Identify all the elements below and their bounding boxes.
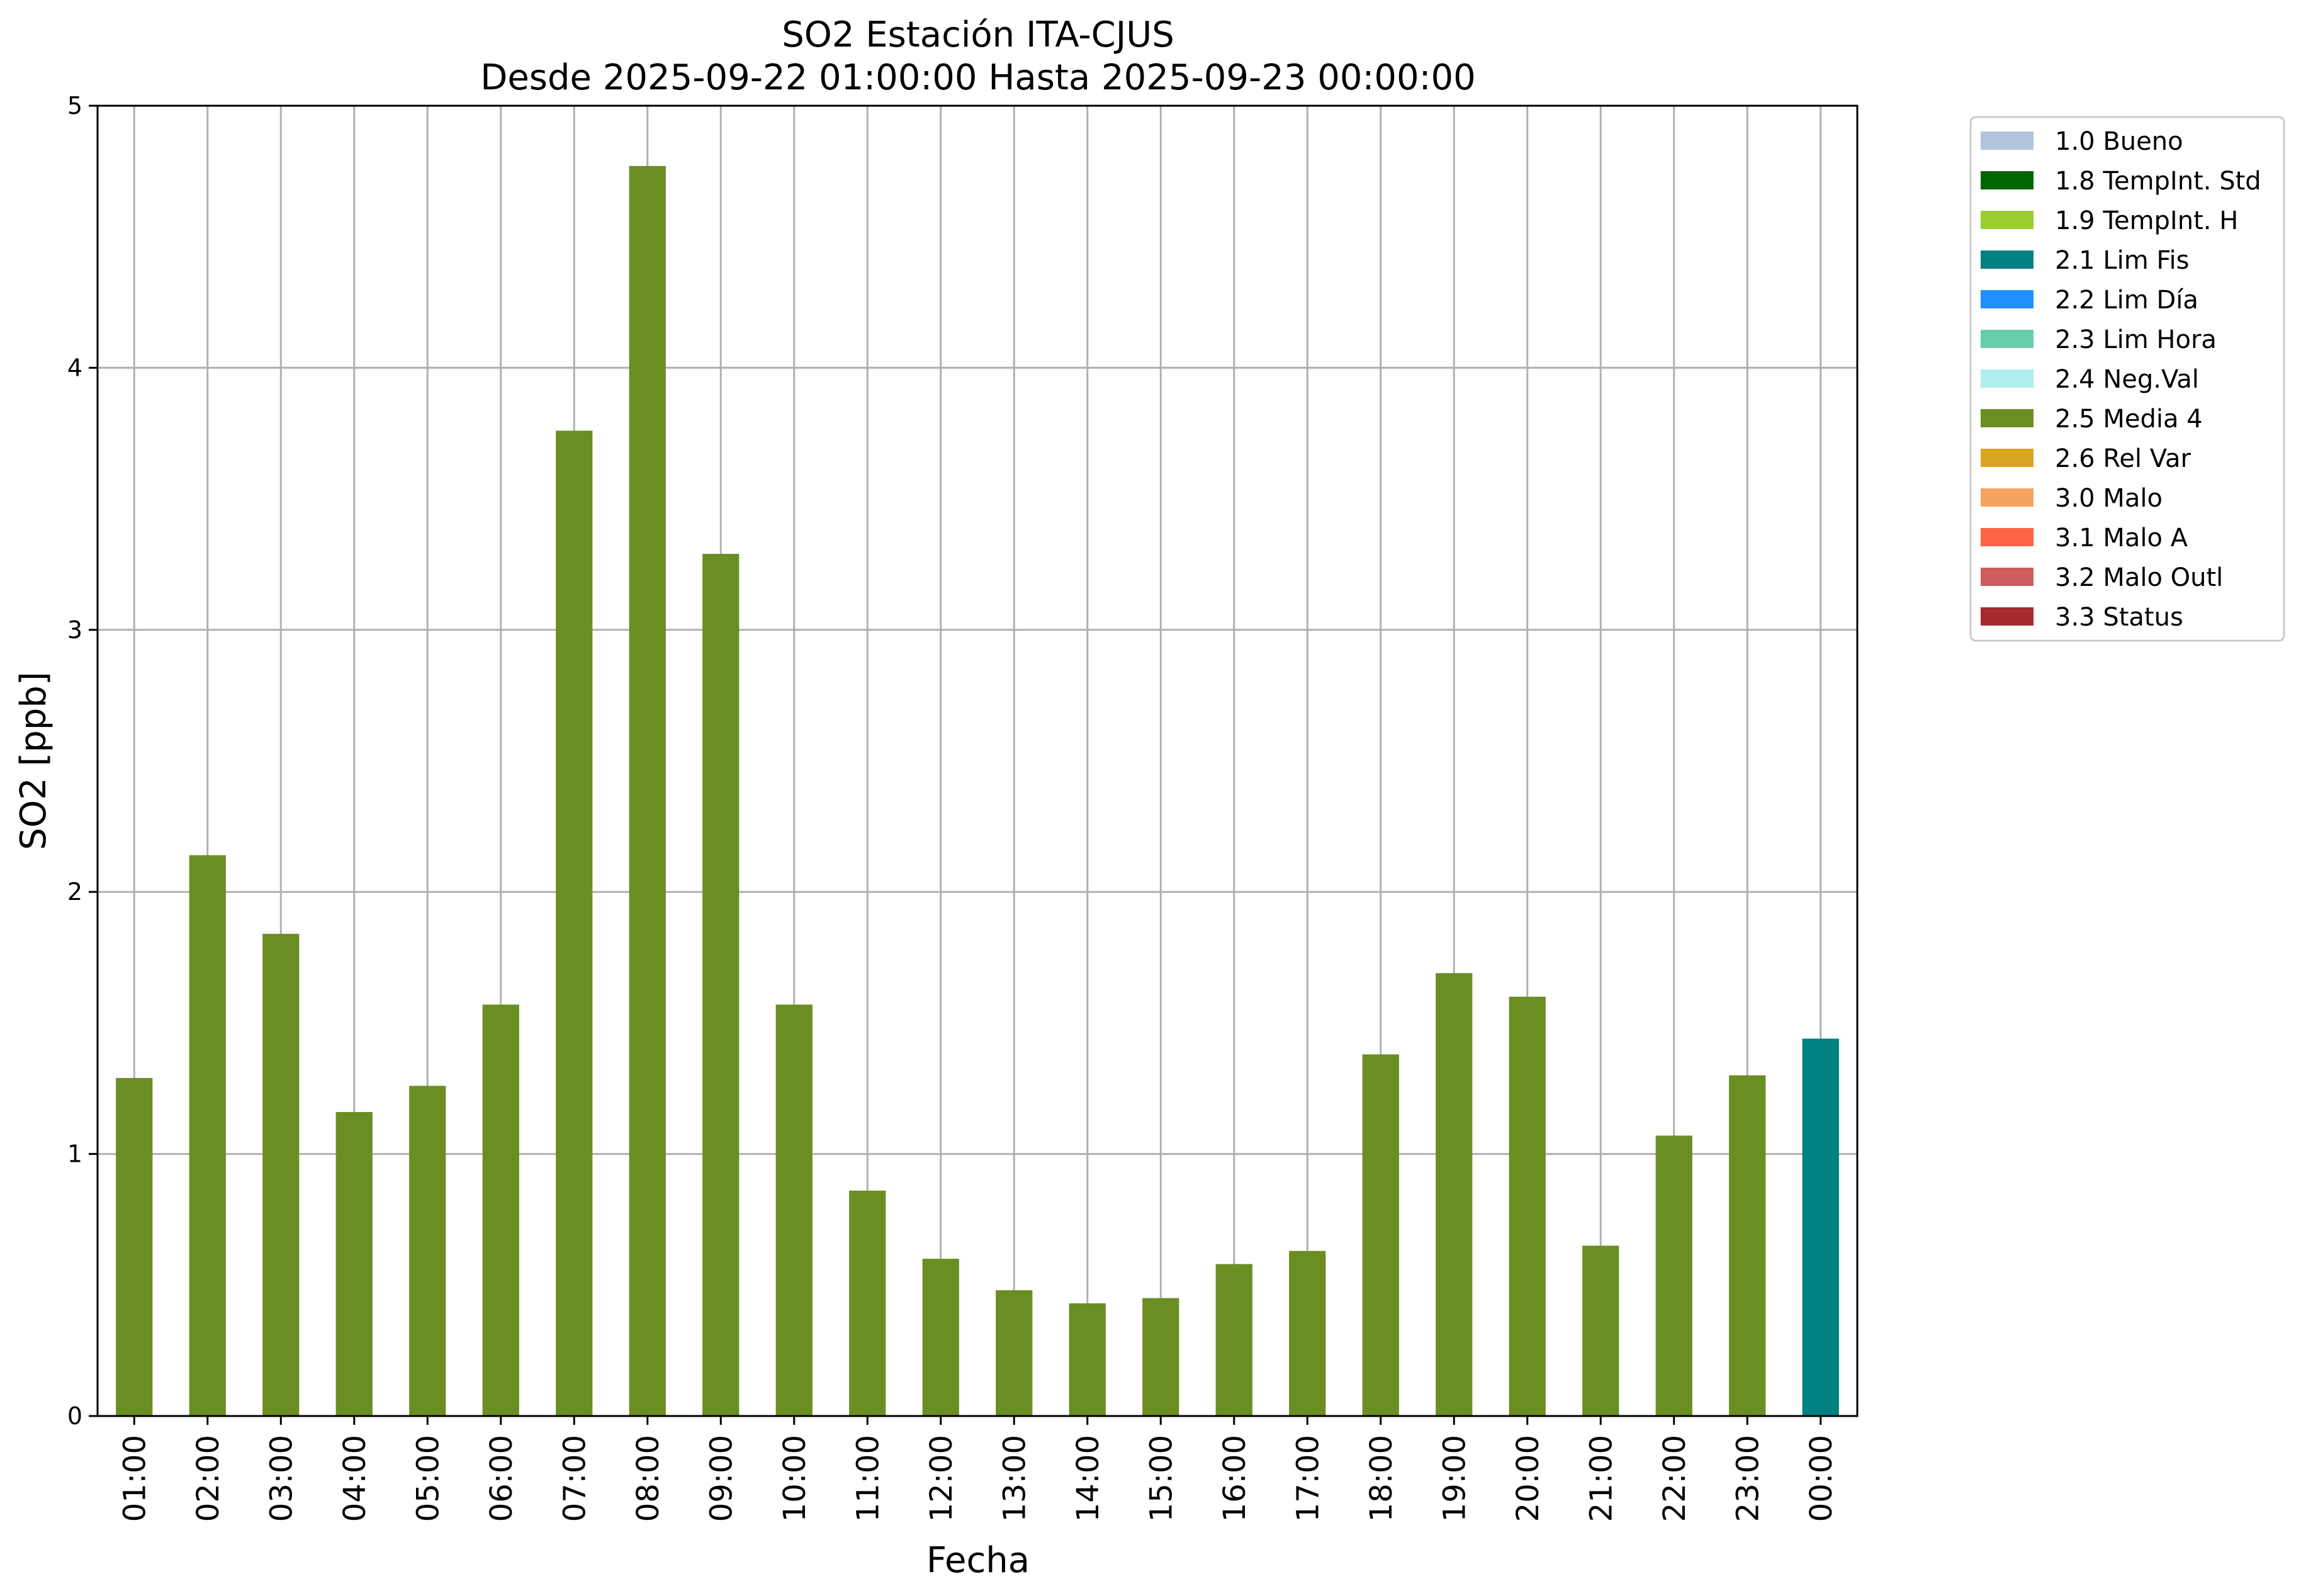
- bar-2000: [1509, 996, 1546, 1416]
- legend-entry-label: 2.3 Lim Hora: [2055, 325, 2217, 354]
- legend-entry-label: 3.3 Status: [2055, 603, 2183, 632]
- legend-swatch: [1981, 528, 2034, 546]
- legend-entry-label: 1.0 Bueno: [2055, 127, 2183, 156]
- x-tick-label: 05:00: [410, 1435, 446, 1522]
- legend-entry-label: 2.1 Lim Fis: [2055, 246, 2189, 275]
- bar-0900: [702, 554, 740, 1417]
- x-tick-label: 06:00: [484, 1435, 519, 1522]
- x-tick-label: 11:00: [850, 1435, 886, 1522]
- x-axis-label: Fecha: [926, 1540, 1030, 1581]
- bar-2200: [1655, 1135, 1692, 1416]
- x-tick-label: 04:00: [337, 1435, 373, 1522]
- bar-1000: [775, 1004, 813, 1416]
- bar-1700: [1289, 1250, 1326, 1416]
- y-tick-label: 5: [67, 92, 82, 120]
- legend-entry-label: 3.1 Malo A: [2055, 524, 2188, 553]
- bar-0000: [1802, 1038, 1839, 1416]
- bar-1800: [1362, 1054, 1399, 1416]
- legend: 1.0 Bueno 1.8 TempInt. Std 1.9 TempInt. H 2…: [1969, 116, 2285, 642]
- y-tick-label: 4: [67, 354, 82, 381]
- x-tick-label: 17:00: [1290, 1435, 1325, 1522]
- x-tick-label: 01:00: [117, 1435, 152, 1522]
- bar-0800: [629, 166, 666, 1417]
- legend-swatch: [1981, 211, 2034, 229]
- legend-swatch: [1981, 568, 2034, 586]
- legend-entry-label: 3.0 Malo: [2055, 484, 2163, 513]
- x-tick-label: 12:00: [924, 1435, 959, 1522]
- x-tick-label: 08:00: [631, 1435, 666, 1522]
- y-tick-label: 2: [67, 878, 82, 906]
- chart-subtitle: Desde 2025-09-22 01:00:00 Hasta 2025-09-…: [480, 57, 1476, 98]
- x-tick-label: 19:00: [1437, 1435, 1472, 1522]
- y-axis-label: SO2 [ppb]: [13, 672, 54, 850]
- x-tick-label: 07:00: [557, 1435, 592, 1522]
- bar-2100: [1582, 1245, 1619, 1416]
- y-tick-label: 3: [67, 616, 82, 644]
- bar-0600: [482, 1004, 519, 1416]
- legend-entry-label: 2.6 Rel Var: [2055, 444, 2191, 473]
- bar-0100: [116, 1077, 153, 1416]
- x-tick-label: 22:00: [1657, 1435, 1692, 1522]
- bar-0400: [335, 1111, 373, 1416]
- y-tick-label: 1: [67, 1140, 82, 1168]
- x-tick-label: 20:00: [1511, 1435, 1546, 1522]
- legend-swatch: [1981, 449, 2034, 467]
- x-tick-label: 02:00: [191, 1435, 226, 1522]
- legend-entry-label: 2.5 Media 4: [2055, 405, 2203, 434]
- x-tick-label: 10:00: [777, 1435, 813, 1522]
- x-tick-label: 14:00: [1071, 1435, 1106, 1522]
- bar-series: [116, 166, 1839, 1417]
- x-tick-label: 13:00: [997, 1435, 1032, 1522]
- legend-swatch: [1981, 369, 2034, 388]
- legend-entry-label: 2.4 Neg.Val: [2055, 365, 2199, 394]
- bar-1400: [1069, 1303, 1106, 1416]
- bar-0700: [556, 430, 593, 1417]
- y-axis-ticks: 0 1 2 3 4 5: [67, 92, 98, 1430]
- legend-swatch: [1981, 330, 2034, 348]
- bar-2300: [1729, 1075, 1766, 1416]
- x-tick-label: 09:00: [704, 1435, 739, 1522]
- legend-entry-label: 3.2 Malo Outl: [2055, 563, 2223, 592]
- chart-title: SO2 Estación ITA-CJUS: [782, 14, 1174, 55]
- x-tick-label: 16:00: [1217, 1435, 1252, 1522]
- bar-1500: [1142, 1298, 1179, 1416]
- bar-0500: [409, 1086, 446, 1416]
- plot-frame: [96, 104, 1859, 1417]
- bar-1100: [849, 1190, 886, 1416]
- legend-box: [1969, 116, 2285, 642]
- legend-swatch: [1981, 171, 2034, 189]
- legend-entry-label: 2.2 Lim Día: [2055, 286, 2198, 315]
- legend-swatch: [1981, 290, 2034, 308]
- bar-1600: [1215, 1264, 1252, 1416]
- x-tick-label: 03:00: [264, 1435, 299, 1522]
- x-tick-label: 00:00: [1804, 1435, 1839, 1522]
- y-tick-label: 0: [67, 1402, 82, 1430]
- legend-swatch: [1981, 409, 2034, 427]
- bar-0200: [189, 855, 226, 1416]
- legend-entry-label: 1.8 TempInt. Std: [2055, 167, 2261, 196]
- x-axis-ticks: 01:00 02:00 03:00 04:00 05:00 06:00 07:00 08:00…: [117, 1416, 1839, 1522]
- bar-0300: [262, 933, 300, 1416]
- bar-1900: [1436, 973, 1473, 1416]
- bar-1300: [996, 1290, 1033, 1416]
- legend-swatch: [1981, 607, 2034, 626]
- legend-swatch: [1981, 132, 2034, 150]
- x-tick-label: 18:00: [1364, 1435, 1399, 1522]
- legend-swatch: [1981, 488, 2034, 507]
- legend-swatch: [1981, 250, 2034, 269]
- x-tick-label: 15:00: [1144, 1435, 1179, 1522]
- x-tick-label: 23:00: [1730, 1435, 1765, 1522]
- bar-1200: [922, 1259, 959, 1416]
- legend-entry-label: 1.9 TempInt. H: [2055, 206, 2238, 235]
- x-tick-label: 21:00: [1584, 1435, 1619, 1522]
